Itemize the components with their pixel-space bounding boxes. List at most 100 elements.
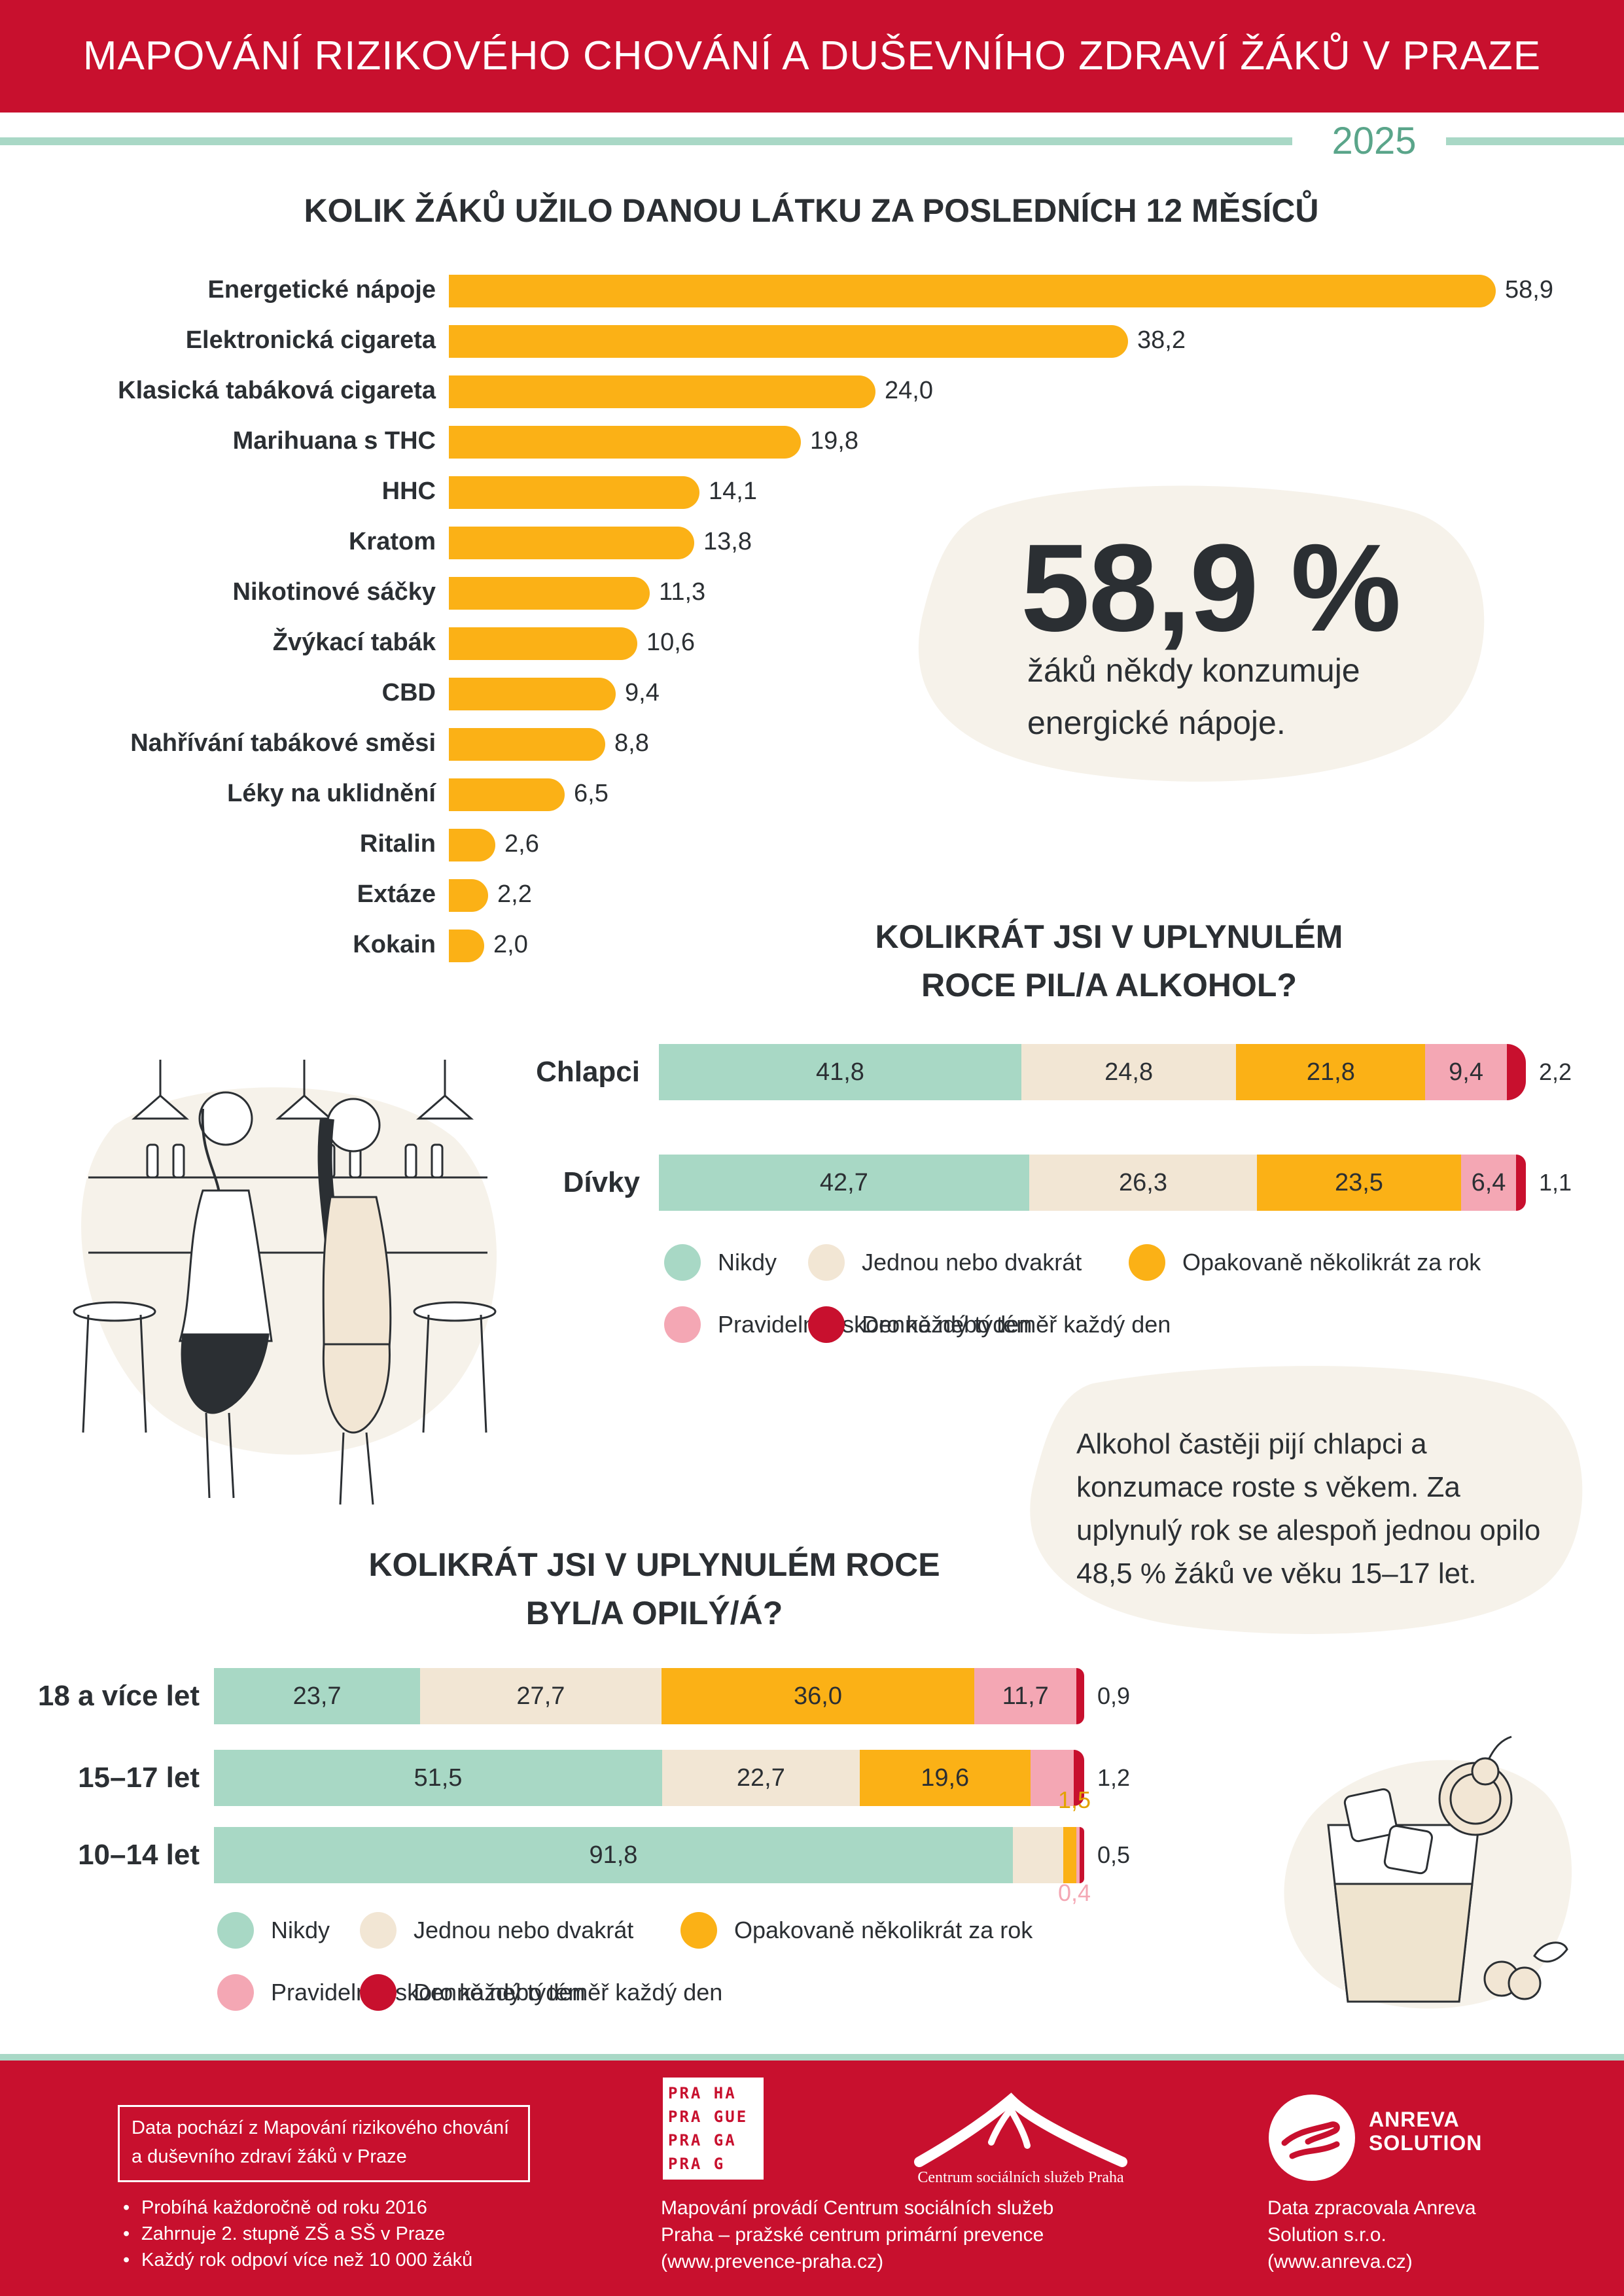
stack-segment: 23,7 — [214, 1668, 420, 1724]
legend-item: Denně nebo téměř každý den — [808, 1306, 1171, 1343]
substance-bar — [449, 879, 488, 912]
stack-callout-value: 1,5 — [1058, 1786, 1091, 1814]
stack-segment: 6,4 — [1461, 1155, 1517, 1211]
substance-bar — [449, 627, 637, 660]
footer-bullets: Probíhá každoročně od roku 2016 Zahrnuje… — [123, 2195, 581, 2273]
footer-bullet: Zahrnuje 2. stupně ZŠ a SŠ v Praze — [123, 2221, 581, 2247]
legend-swatch — [360, 1974, 397, 2011]
alcohol-note-text: Alkohol častěji pijí chlapci a konzumace… — [1076, 1423, 1574, 1595]
stack-outside-value: 0,9 — [1097, 1682, 1130, 1710]
stack-row-label: 18 a více let — [0, 1680, 200, 1713]
stack-segment: 36,0 — [662, 1668, 975, 1724]
stack-segment — [1080, 1827, 1084, 1883]
substance-bar — [449, 375, 875, 408]
substance-value: 8,8 — [614, 729, 649, 757]
legend-item: Denně nebo téměř každý den — [360, 1974, 722, 2011]
praha-logo-line: PRA G — [668, 2155, 725, 2173]
drunk-chart-title-text: KOLIKRÁT JSI V UPLYNULÉM ROCE BYL/A OPIL… — [366, 1540, 942, 1637]
substance-bar — [449, 577, 650, 610]
legend-label: Jednou nebo dvakrát — [414, 1917, 633, 1944]
legend-label: Nikdy — [271, 1917, 330, 1944]
substance-label: Nikotinové sáčky — [17, 578, 436, 606]
legend-label: Nikdy — [718, 1249, 777, 1276]
legend-label: Denně nebo téměř každý den — [862, 1311, 1171, 1338]
praha-logo-line: PRA GUE — [668, 2108, 748, 2126]
stacked-bar: 42,7 26,3 23,5 6,4 — [659, 1155, 1526, 1211]
footer-bullet: Probíhá každoročně od roku 2016 — [123, 2195, 581, 2221]
legend-label: Opakovaně několikrát za rok — [1182, 1249, 1481, 1276]
page-title: MAPOVÁNÍ RIZIKOVÉHO CHOVÁNÍ A DUŠEVNÍHO … — [0, 0, 1624, 113]
stack-segment — [1507, 1044, 1526, 1100]
header-rule-right — [1446, 137, 1624, 145]
praha-logo-line: PRA GA — [668, 2131, 737, 2149]
substance-label: Kokain — [17, 931, 436, 959]
header-banner: MAPOVÁNÍ RIZIKOVÉHO CHOVÁNÍ A DUŠEVNÍHO … — [0, 0, 1624, 113]
alcohol-chart-title-text: KOLIKRÁT JSI V UPLYNULÉM ROCE PIL/A ALKO… — [847, 913, 1371, 1009]
substance-bar — [449, 476, 699, 509]
legend-item: Nikdy — [664, 1244, 777, 1281]
substance-bar — [449, 728, 605, 761]
substance-label: HHC — [17, 478, 436, 506]
legend-swatch — [664, 1244, 701, 1281]
stat-text: žáků někdy konzumuje energické nápoje. — [1027, 644, 1433, 749]
drunk-chart-title: KOLIKRÁT JSI V UPLYNULÉM ROCE BYL/A OPIL… — [314, 1540, 995, 1637]
anreva-name-line-2: SOLUTION — [1369, 2131, 1482, 2155]
stat-number: 58,9 % — [1021, 517, 1400, 659]
stack-segment: 42,7 — [659, 1155, 1029, 1211]
stack-outside-value: 2,2 — [1539, 1058, 1572, 1086]
legend-swatch — [680, 1912, 717, 1949]
substance-value: 10,6 — [646, 629, 695, 657]
stack-row-label: 15–17 let — [0, 1762, 200, 1794]
anreva-name-line-1: ANREVA — [1369, 2108, 1482, 2131]
cocktail-glass-illustration — [1269, 1714, 1577, 2015]
stack-segment — [1076, 1668, 1084, 1724]
substance-label: Kratom — [17, 528, 436, 556]
stack-segment: 27,7 — [420, 1668, 661, 1724]
substance-value: 2,2 — [497, 880, 532, 909]
legend-swatch — [664, 1306, 701, 1343]
legend-item: Opakovaně několikrát za rok — [680, 1912, 1033, 1949]
stack-outside-value: 0,5 — [1097, 1841, 1130, 1869]
substance-label: Nahřívání tabákové směsi — [17, 729, 436, 757]
substance-label: Elektronická cigareta — [17, 326, 436, 355]
stack-row-label: 10–14 let — [0, 1839, 200, 1871]
substance-value: 13,8 — [703, 528, 752, 556]
stack-segment — [1013, 1827, 1063, 1883]
stack-segment — [1516, 1155, 1526, 1211]
substance-value: 38,2 — [1137, 326, 1186, 355]
legend-item: Jednou nebo dvakrát — [808, 1244, 1082, 1281]
alcohol-chart-title: KOLIKRÁT JSI V UPLYNULÉM ROCE PIL/A ALKO… — [733, 913, 1485, 1009]
legend-item: Jednou nebo dvakrát — [360, 1912, 633, 1949]
css-logo-caption: Centrum sociálních služeb Praha — [916, 2169, 1125, 2187]
stack-callout-value: 0,4 — [1058, 1879, 1091, 1907]
stack-segment: 41,8 — [659, 1044, 1021, 1100]
stack-segment: 22,7 — [662, 1750, 860, 1806]
header-rule-left — [0, 137, 1292, 145]
stack-segment: 19,6 — [860, 1750, 1031, 1806]
substance-label: Žvýkací tabák — [17, 629, 436, 657]
substance-label: Léky na uklidnění — [17, 780, 436, 808]
stack-segment: 21,8 — [1236, 1044, 1425, 1100]
stacked-bar: 91,8 — [214, 1827, 1084, 1883]
substance-label: Extáze — [17, 880, 436, 909]
stacked-bar: 23,7 27,7 36,0 11,7 — [214, 1668, 1084, 1724]
legend-label: Jednou nebo dvakrát — [862, 1249, 1082, 1276]
bar-scene-illustration — [62, 1047, 514, 1518]
legend-swatch — [1129, 1244, 1165, 1281]
substance-value: 11,3 — [659, 578, 705, 606]
footer-bullet: Každý rok odpoví více než 10 000 žáků — [123, 2247, 581, 2273]
substance-value: 2,6 — [504, 830, 539, 858]
stack-segment: 91,8 — [214, 1827, 1013, 1883]
stacked-bar: 51,5 22,7 19,6 — [214, 1750, 1084, 1806]
substance-bar — [449, 930, 484, 962]
anreva-logo — [1266, 2092, 1358, 2183]
stack-outside-value: 1,2 — [1097, 1764, 1130, 1792]
substance-label: CBD — [17, 679, 436, 707]
stack-segment: 23,5 — [1257, 1155, 1460, 1211]
substance-bar — [449, 678, 616, 710]
stack-segment: 24,8 — [1021, 1044, 1237, 1100]
praha-logo-line: PRA HA — [668, 2084, 737, 2102]
substance-label: Energetické nápoje — [17, 276, 436, 304]
year-label: 2025 — [1302, 119, 1446, 163]
legend-item: Opakovaně několikrát za rok — [1129, 1244, 1481, 1281]
